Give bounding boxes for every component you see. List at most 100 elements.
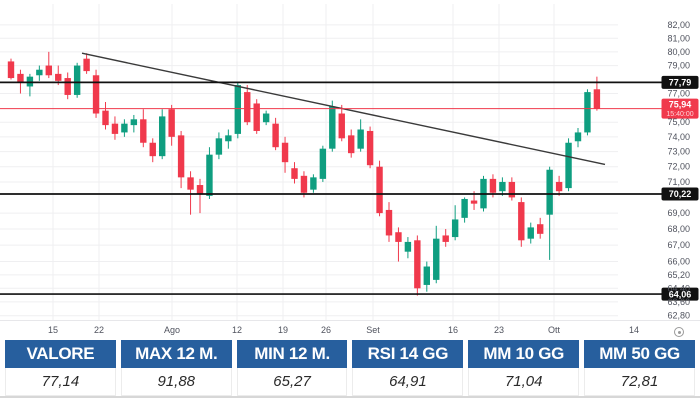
quote-col-value: 64,91 (352, 368, 464, 396)
svg-text:72,00: 72,00 (667, 162, 690, 172)
candle-up (423, 266, 430, 285)
candle-down (253, 103, 260, 131)
quote-col-valore: VALORE 77,14 (5, 340, 116, 396)
level-price-label (661, 75, 699, 89)
candles[interactable] (7, 51, 601, 296)
svg-text:79,00: 79,00 (667, 61, 690, 71)
svg-text:67,00: 67,00 (667, 240, 690, 250)
x-axis-labels[interactable]: 15 22 Ago 12 19 26 Set 16 23 Ott 14 (48, 325, 639, 335)
quote-col-rsi14: RSI 14 GG 64,91 (352, 340, 464, 396)
svg-text:22: 22 (94, 325, 104, 335)
candle-down (7, 61, 15, 79)
svg-text:66,00: 66,00 (667, 257, 690, 267)
candle-up (574, 132, 582, 142)
quote-col-header: MM 10 GG (468, 340, 580, 368)
quote-col-header: RSI 14 GG (352, 340, 464, 368)
candle-down (92, 75, 100, 114)
candle-down (442, 235, 449, 242)
quote-col-min12m: MIN 12 M. 65,27 (236, 340, 348, 396)
candle-down (537, 224, 544, 234)
candle-up (329, 106, 336, 149)
svg-text:70,22: 70,22 (669, 189, 692, 199)
candle-up (262, 113, 270, 123)
svg-text:69,00: 69,00 (667, 208, 690, 218)
svg-text:Ott: Ott (548, 325, 561, 335)
svg-text:65,20: 65,20 (667, 270, 690, 280)
svg-text:74,00: 74,00 (667, 132, 690, 142)
svg-text:62,80: 62,80 (667, 311, 690, 321)
candle-up (433, 238, 440, 280)
svg-text:23: 23 (494, 325, 504, 335)
candle-down (395, 232, 402, 242)
svg-text:15:40:00: 15:40:00 (666, 111, 693, 118)
svg-text:Set: Set (366, 325, 380, 335)
svg-text:77,79: 77,79 (669, 78, 692, 88)
candle-up (319, 148, 327, 179)
candle-up (357, 129, 364, 149)
candle-up (159, 116, 166, 157)
candle-down (518, 202, 525, 241)
svg-text:16: 16 (448, 325, 458, 335)
candle-down (83, 58, 90, 72)
svg-text:68,00: 68,00 (667, 224, 690, 234)
quote-col-value: 77,14 (5, 368, 116, 396)
quote-table: VALORE 77,14 MAX 12 M. 91,88 MIN 12 M. 6… (0, 340, 700, 398)
candle-up (215, 138, 223, 155)
candle-up (404, 241, 412, 252)
candle-up (527, 227, 534, 239)
candle-down (489, 178, 497, 193)
candle-down (366, 130, 374, 166)
candle-down (470, 200, 478, 204)
candle-down (64, 78, 71, 95)
quote-col-header: MM 50 GG (584, 340, 695, 368)
candle-down (376, 166, 383, 214)
svg-text:Ago: Ago (164, 325, 180, 335)
y-axis-labels[interactable]: 82,00 81,00 80,00 79,00 77,00 75,00 74,00 73,00… (667, 20, 690, 321)
quote-col-mm50: MM 50 GG 72,81 (584, 340, 695, 396)
candle-down (291, 168, 298, 179)
quote-col-value: 65,27 (236, 368, 348, 396)
candle-down (45, 65, 52, 76)
candle-down (338, 113, 345, 139)
candle-down (55, 73, 62, 81)
candle-up (121, 123, 128, 133)
svg-text:75,00: 75,00 (667, 117, 690, 127)
candle-up (546, 169, 553, 215)
candle-up (451, 219, 459, 238)
candle-up (225, 135, 232, 142)
price-chart[interactable]: 77,79 70,22 64,06 75,94 15:40:00 82,00 81,00 80… (0, 0, 700, 340)
candle-up (36, 69, 43, 76)
candle-up (499, 181, 506, 192)
level-price-label (661, 187, 699, 201)
svg-text:15: 15 (48, 325, 58, 335)
svg-text:80,00: 80,00 (667, 47, 690, 57)
svg-text:63,60: 63,60 (667, 297, 690, 307)
candle-down (281, 142, 289, 163)
scale-settings-icon[interactable] (674, 327, 684, 337)
candle-down (177, 135, 185, 178)
candle-down (244, 92, 251, 123)
level-price-label (661, 287, 699, 301)
svg-text:71,00: 71,00 (667, 177, 690, 187)
svg-text:75,94: 75,94 (669, 100, 692, 110)
candle-down (17, 73, 24, 83)
candle-down (102, 110, 109, 126)
quote-col-value: 71,04 (468, 368, 580, 396)
candle-down (508, 181, 516, 198)
svg-text:64,40: 64,40 (667, 283, 690, 293)
candle-up (234, 85, 241, 134)
svg-text:26: 26 (321, 325, 331, 335)
candle-down (385, 209, 393, 236)
svg-text:12: 12 (232, 325, 242, 335)
candle-up (130, 119, 138, 126)
candle-down (272, 123, 279, 148)
candle-down (555, 181, 563, 192)
candle-up (206, 154, 213, 196)
svg-text:82,00: 82,00 (667, 20, 690, 30)
candle-down (348, 135, 355, 154)
h-gridlines (0, 24, 618, 317)
quote-col-header: VALORE (5, 340, 116, 368)
svg-text:73,00: 73,00 (667, 147, 690, 157)
last-price-label (661, 98, 699, 119)
